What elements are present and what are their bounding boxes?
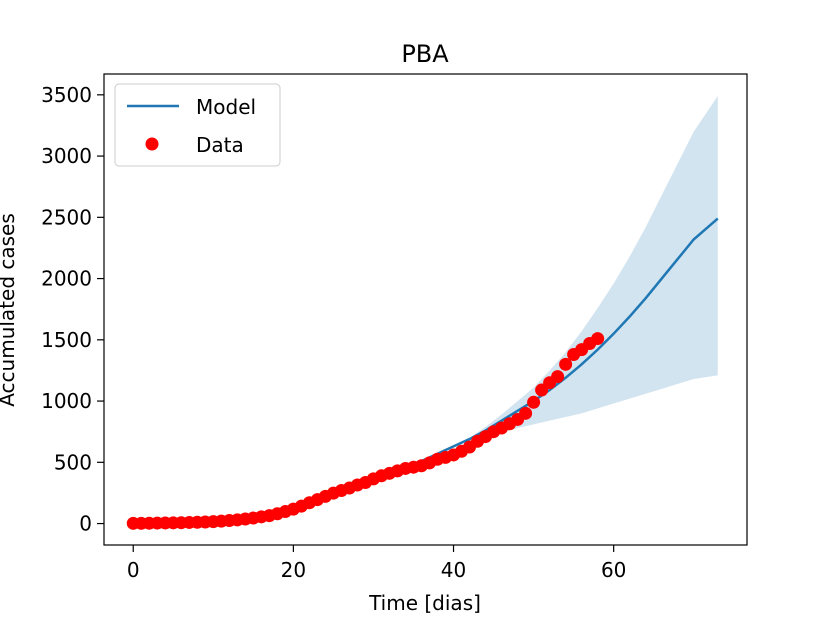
- y-tick-label: 1000: [41, 389, 92, 413]
- y-axis-label: Accumulated cases: [0, 213, 19, 407]
- data-point: [559, 357, 573, 371]
- chart-title: PBA: [401, 40, 449, 68]
- confidence-band-layer: [469, 96, 718, 443]
- y-tick-label: 500: [54, 450, 92, 474]
- plot-frame: [103, 73, 748, 546]
- data-points-layer: [126, 332, 605, 530]
- y-tick-label: 3000: [41, 144, 92, 168]
- y-tick-label: 2500: [41, 205, 92, 229]
- legend-model-label: Model: [196, 95, 256, 119]
- x-axis-ticks: 0 20 40 60: [127, 545, 626, 582]
- confidence-band: [469, 96, 718, 443]
- x-tick-label: 20: [281, 558, 306, 582]
- x-axis-label: Time [dias]: [368, 591, 481, 615]
- y-tick-label: 0: [79, 512, 92, 536]
- legend: Model Data: [114, 83, 281, 167]
- legend-data-swatch: [145, 137, 159, 151]
- x-tick-label: 40: [441, 558, 466, 582]
- x-tick-label: 0: [127, 558, 140, 582]
- y-tick-label: 3500: [41, 83, 92, 107]
- y-tick-label: 2000: [41, 267, 92, 291]
- data-point: [527, 395, 541, 409]
- legend-data-label: Data: [196, 133, 244, 157]
- x-tick-label: 60: [601, 558, 626, 582]
- data-point: [519, 406, 533, 420]
- data-point: [591, 332, 605, 346]
- y-tick-label: 1500: [41, 328, 92, 352]
- data-point: [551, 370, 565, 384]
- y-axis-ticks: 0 500 1000 1500 2000 2500 3000 3500: [41, 83, 104, 536]
